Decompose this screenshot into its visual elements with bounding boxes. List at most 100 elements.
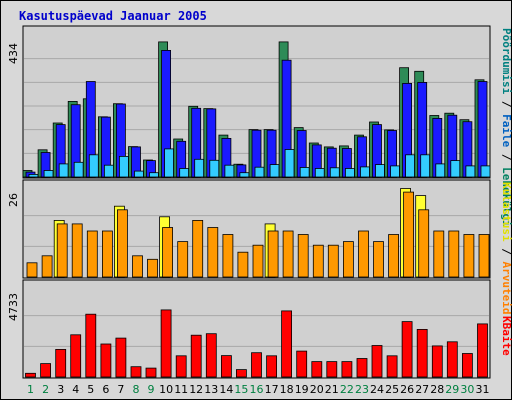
- bar-top-faile-day-13: [209, 159, 220, 178]
- bar-top-faile-day-3: [58, 163, 69, 178]
- x-tick-label-day-4: 4: [72, 383, 79, 396]
- bar-bottom-kbaite-day-27: [416, 328, 428, 378]
- bar-bottom-kbaite-day-16: [251, 352, 262, 378]
- legend-bottom-panel: KBaite: [500, 316, 512, 356]
- bar-middle-arvuteid-day-8: [132, 255, 143, 278]
- x-tick-label-day-24: 24: [370, 383, 384, 396]
- bar-bottom-kbaite-day-4: [70, 334, 82, 378]
- bar-top-faile-day-14: [224, 164, 235, 178]
- bar-bottom-kbaite-day-29: [446, 341, 458, 378]
- x-tick-label-day-3: 3: [57, 383, 64, 396]
- bar-bottom-kbaite-day-17: [266, 355, 278, 378]
- bar-bottom-kbaite-day-9: [145, 367, 157, 378]
- bar-bottom-kbaite-day-28: [431, 345, 443, 378]
- bar-top-faile-day-27: [420, 154, 431, 178]
- x-tick-label-day-2: 2: [42, 383, 49, 396]
- panel-top-max-label: 434: [7, 43, 20, 64]
- bar-top-faile-day-4: [73, 161, 84, 178]
- bar-top-faile-day-29: [450, 160, 461, 178]
- bar-top-faile-day-12: [194, 158, 205, 178]
- bar-middle-arvuteid-day-6: [102, 230, 113, 278]
- bar-top-faile-day-21: [329, 167, 340, 178]
- bar-middle-arvuteid-day-7: [117, 209, 128, 278]
- x-tick-label-day-1: 1: [27, 383, 34, 396]
- bar-bottom-kbaite-day-2: [40, 363, 51, 378]
- x-tick-label-day-14: 14: [219, 383, 233, 396]
- x-tick-label-day-26: 26: [400, 383, 414, 396]
- bar-middle-arvuteid-day-13: [207, 227, 219, 278]
- bar-bottom-kbaite-day-12: [190, 334, 202, 378]
- bar-top-faile-day-1: [28, 173, 39, 178]
- chart-title: Kasutuspäevad Jaanuar 2005: [19, 9, 207, 23]
- bar-top-faile-day-11: [179, 168, 190, 178]
- bar-bottom-kbaite-day-1: [25, 372, 36, 378]
- bar-middle-arvuteid-day-27: [418, 209, 430, 278]
- legend-separator: /: [500, 147, 512, 167]
- bar-middle-arvuteid-day-17: [267, 230, 279, 278]
- x-tick-label-day-29: 29: [445, 383, 459, 396]
- x-tick-label-day-22: 22: [340, 383, 354, 396]
- bar-bottom-kbaite-day-21: [326, 361, 338, 378]
- x-tick-label-day-5: 5: [87, 383, 94, 396]
- bar-bottom-kbaite-day-23: [356, 358, 368, 378]
- legend-külastusi: Külastusi: [500, 182, 512, 242]
- bar-middle-arvuteid-day-11: [177, 241, 189, 278]
- bar-top-faile-day-16: [254, 166, 265, 178]
- x-tick-label-day-25: 25: [385, 383, 399, 396]
- bar-bottom-kbaite-day-15: [235, 369, 247, 378]
- bar-middle-arvuteid-day-31: [478, 234, 490, 278]
- legend-lehekülgi: Lehekülgi: [500, 167, 512, 227]
- bar-middle-arvuteid-day-5: [86, 230, 98, 278]
- bar-top-faile-day-2: [43, 170, 54, 178]
- bar-bottom-kbaite-day-22: [341, 361, 353, 378]
- bar-top-faile-day-20: [314, 168, 325, 178]
- bar-middle-arvuteid-day-24: [373, 241, 384, 278]
- bar-top-faile-day-25: [390, 165, 401, 178]
- bar-middle-arvuteid-day-9: [147, 258, 158, 278]
- legend-separator: /: [500, 94, 512, 114]
- bar-top-faile-day-31: [480, 165, 491, 178]
- bar-middle-arvuteid-day-3: [56, 223, 68, 278]
- x-tick-label-day-31: 31: [476, 383, 490, 396]
- panel-middle-max-label: 26: [7, 193, 20, 207]
- bar-top-faile-day-9: [149, 172, 159, 178]
- bar-bottom-kbaite-day-3: [55, 348, 67, 378]
- bar-bottom-kbaite-day-13: [205, 333, 217, 378]
- bar-bottom-kbaite-day-20: [311, 361, 323, 378]
- bar-top-pöördumisi-day-31: [477, 81, 488, 178]
- bar-top-faile-day-17: [269, 164, 280, 178]
- bar-top-faile-day-5: [88, 154, 99, 178]
- bar-bottom-kbaite-day-7: [115, 337, 127, 378]
- bar-bottom-kbaite-day-31: [477, 323, 488, 378]
- bar-top-faile-day-30: [465, 165, 476, 178]
- bar-top-faile-day-7: [119, 155, 129, 178]
- legend-top-panel: Pöördumisi / Faile / Lehekülgi: [500, 28, 512, 227]
- x-tick-label-day-17: 17: [265, 383, 279, 396]
- bar-bottom-kbaite-day-19: [296, 350, 308, 378]
- bar-middle-arvuteid-day-22: [342, 241, 354, 278]
- bar-middle-arvuteid-day-12: [192, 219, 204, 278]
- x-tick-label-day-16: 16: [250, 383, 264, 396]
- bar-bottom-kbaite-day-26: [401, 321, 413, 378]
- bar-middle-arvuteid-day-20: [312, 244, 324, 278]
- x-tick-label-day-19: 19: [295, 383, 309, 396]
- bar-top-faile-day-22: [344, 168, 355, 178]
- bar-middle-arvuteid-day-16: [252, 244, 264, 278]
- bar-bottom-kbaite-day-6: [100, 343, 112, 378]
- bar-middle-arvuteid-day-23: [358, 230, 369, 278]
- x-tick-label-day-11: 11: [174, 383, 188, 396]
- bar-middle-arvuteid-day-2: [41, 255, 53, 278]
- x-tick-label-day-21: 21: [325, 383, 339, 396]
- x-tick-label-day-18: 18: [280, 383, 294, 396]
- x-tick-label-day-20: 20: [310, 383, 324, 396]
- legend-faile: Faile: [500, 114, 512, 147]
- bar-bottom-kbaite-day-14: [220, 355, 232, 378]
- bar-middle-arvuteid-day-4: [71, 223, 83, 278]
- x-tick-label-day-7: 7: [117, 383, 124, 396]
- bar-top-faile-day-26: [405, 154, 416, 178]
- x-tick-label-day-12: 12: [189, 383, 203, 396]
- bar-middle-arvuteid-day-29: [448, 230, 460, 278]
- bar-middle-arvuteid-day-18: [282, 230, 294, 278]
- x-tick-label-day-13: 13: [204, 383, 218, 396]
